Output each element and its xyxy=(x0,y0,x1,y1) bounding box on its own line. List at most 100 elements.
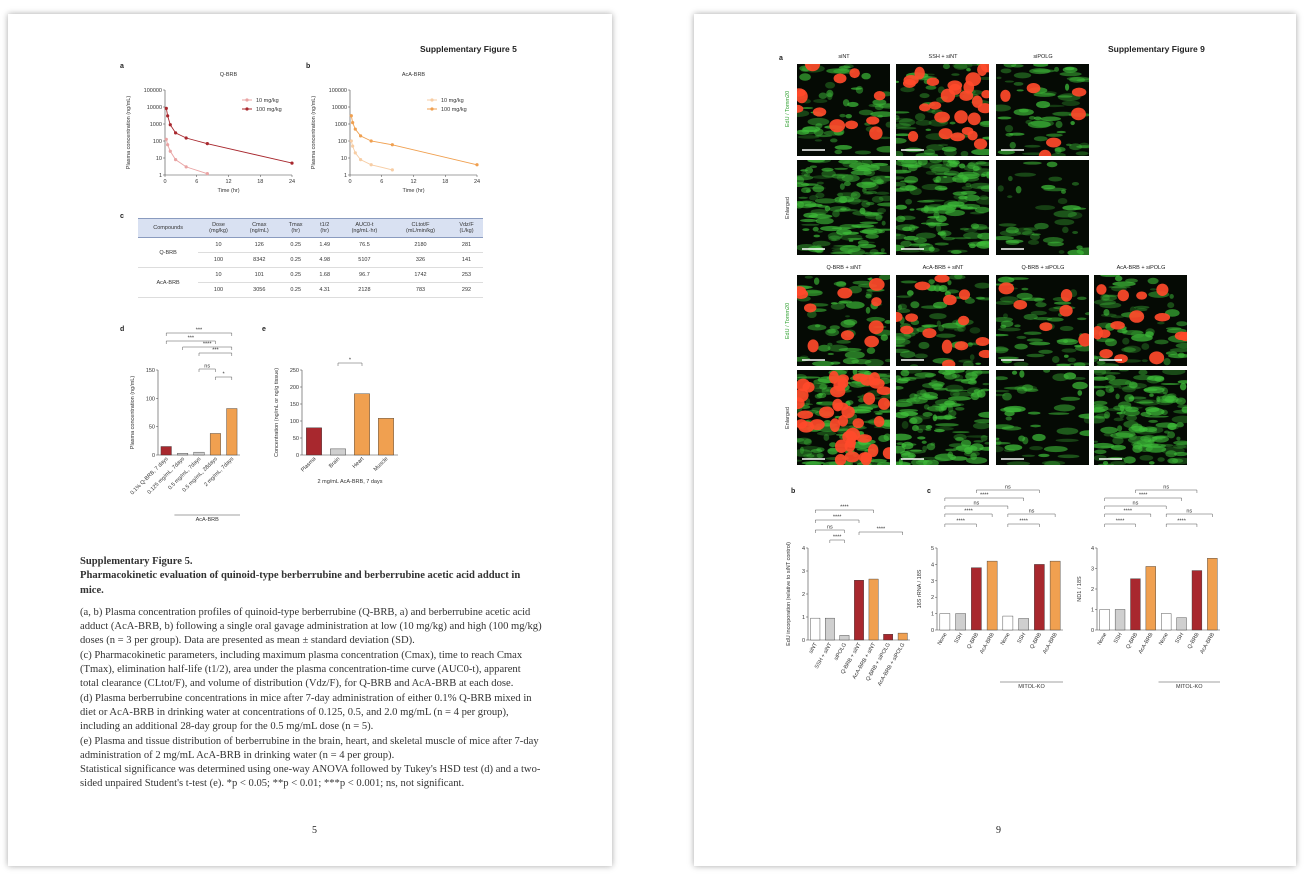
mito xyxy=(1062,205,1081,211)
data-point xyxy=(168,123,172,127)
nucleus xyxy=(797,104,804,113)
mito xyxy=(1136,401,1154,404)
nucleus xyxy=(1149,351,1165,365)
nucleus xyxy=(866,116,880,125)
mito xyxy=(896,126,917,130)
nucleus xyxy=(903,75,919,86)
x-tick-label: 12 xyxy=(225,179,231,185)
mito xyxy=(797,437,805,443)
caption: Supplementary Figure 5. Pharmacokinetic … xyxy=(80,555,542,792)
data-point xyxy=(358,158,363,162)
micrograph xyxy=(896,64,989,156)
mito xyxy=(947,160,953,163)
y-axis-label: Concentration (ng/mL or ng/g tissue) xyxy=(274,368,280,457)
mito xyxy=(932,458,950,462)
mito xyxy=(900,249,922,253)
mito xyxy=(896,336,906,344)
mito xyxy=(909,187,922,196)
mito xyxy=(897,304,902,311)
mito xyxy=(818,92,828,99)
mito xyxy=(874,104,884,111)
sig-label: **** xyxy=(1177,519,1186,525)
mito xyxy=(1123,409,1140,417)
mito xyxy=(970,452,977,461)
nucleus xyxy=(845,120,859,130)
mito xyxy=(1071,181,1080,186)
header-text: Vdz/F xyxy=(459,222,474,228)
mito xyxy=(814,198,837,204)
sig-label: **** xyxy=(1123,509,1132,515)
y-tick-label: 100 xyxy=(146,396,155,402)
header-text: t1/2 xyxy=(320,222,330,228)
chart: 1 10 100 1000 10000 100000 Q-BRB Plasma concent… xyxy=(126,72,295,194)
mito xyxy=(1149,393,1154,397)
nucleus xyxy=(978,349,989,359)
y-tick-label: 1000 xyxy=(335,122,347,128)
mito xyxy=(1032,69,1056,73)
mito xyxy=(1176,422,1184,428)
table-cell: 1742 xyxy=(390,267,451,283)
column-label: siNT xyxy=(838,54,850,60)
mito xyxy=(861,200,871,208)
nucleus xyxy=(1136,291,1148,300)
sig-label: **** xyxy=(1019,519,1028,525)
nucleus xyxy=(1078,333,1089,347)
sig-bracket xyxy=(815,509,874,513)
mito xyxy=(1116,411,1123,415)
y-axis-label: EdU incorporation (relative to siNT cont… xyxy=(786,542,792,646)
mito xyxy=(829,442,837,448)
header-cell: Tmax (hr) xyxy=(279,218,312,238)
bar xyxy=(1207,558,1218,631)
mito xyxy=(843,318,858,326)
mito xyxy=(1095,389,1106,397)
mito xyxy=(943,148,957,156)
mito xyxy=(1094,370,1112,374)
mito xyxy=(1065,143,1072,146)
micrograph xyxy=(797,370,890,465)
mito xyxy=(803,438,812,446)
mito xyxy=(1114,275,1123,282)
nucleus xyxy=(876,386,890,395)
mito xyxy=(834,149,843,155)
mito xyxy=(943,170,960,177)
mito xyxy=(1003,64,1017,68)
mito xyxy=(1003,405,1026,413)
nucleus xyxy=(938,128,953,140)
mito xyxy=(905,198,913,205)
mito xyxy=(1110,444,1126,451)
series-line xyxy=(165,139,208,175)
mito xyxy=(1175,342,1187,349)
mito xyxy=(1100,426,1118,434)
mito xyxy=(1165,450,1177,458)
mito xyxy=(979,120,989,128)
mito xyxy=(964,194,980,202)
mito xyxy=(1164,395,1179,403)
mito xyxy=(955,407,965,411)
mito xyxy=(865,201,875,206)
mito xyxy=(876,178,884,185)
caption-paragraph: Statistical significance was determined … xyxy=(80,764,541,790)
mito xyxy=(952,160,960,165)
nucleus xyxy=(1026,82,1041,94)
panel-label: d xyxy=(120,326,125,333)
mito xyxy=(801,223,820,226)
mito xyxy=(1051,111,1074,116)
mito xyxy=(1124,394,1135,403)
data-point xyxy=(369,139,373,143)
mito xyxy=(1030,119,1054,128)
mito xyxy=(1094,407,1106,414)
mito xyxy=(1063,372,1077,380)
mito xyxy=(1031,233,1041,236)
panel-label: c xyxy=(927,488,931,495)
x-tick-label: Q-BRB xyxy=(1187,632,1201,650)
mito xyxy=(952,391,975,397)
mito xyxy=(1094,454,1107,461)
nucleus xyxy=(1039,322,1053,332)
mito xyxy=(1077,390,1083,396)
mito xyxy=(814,324,821,328)
x-tick-label: AcA-BRB xyxy=(979,632,996,655)
mito xyxy=(828,235,841,242)
mito xyxy=(945,389,968,392)
mito xyxy=(896,150,904,156)
data-point xyxy=(353,127,357,131)
